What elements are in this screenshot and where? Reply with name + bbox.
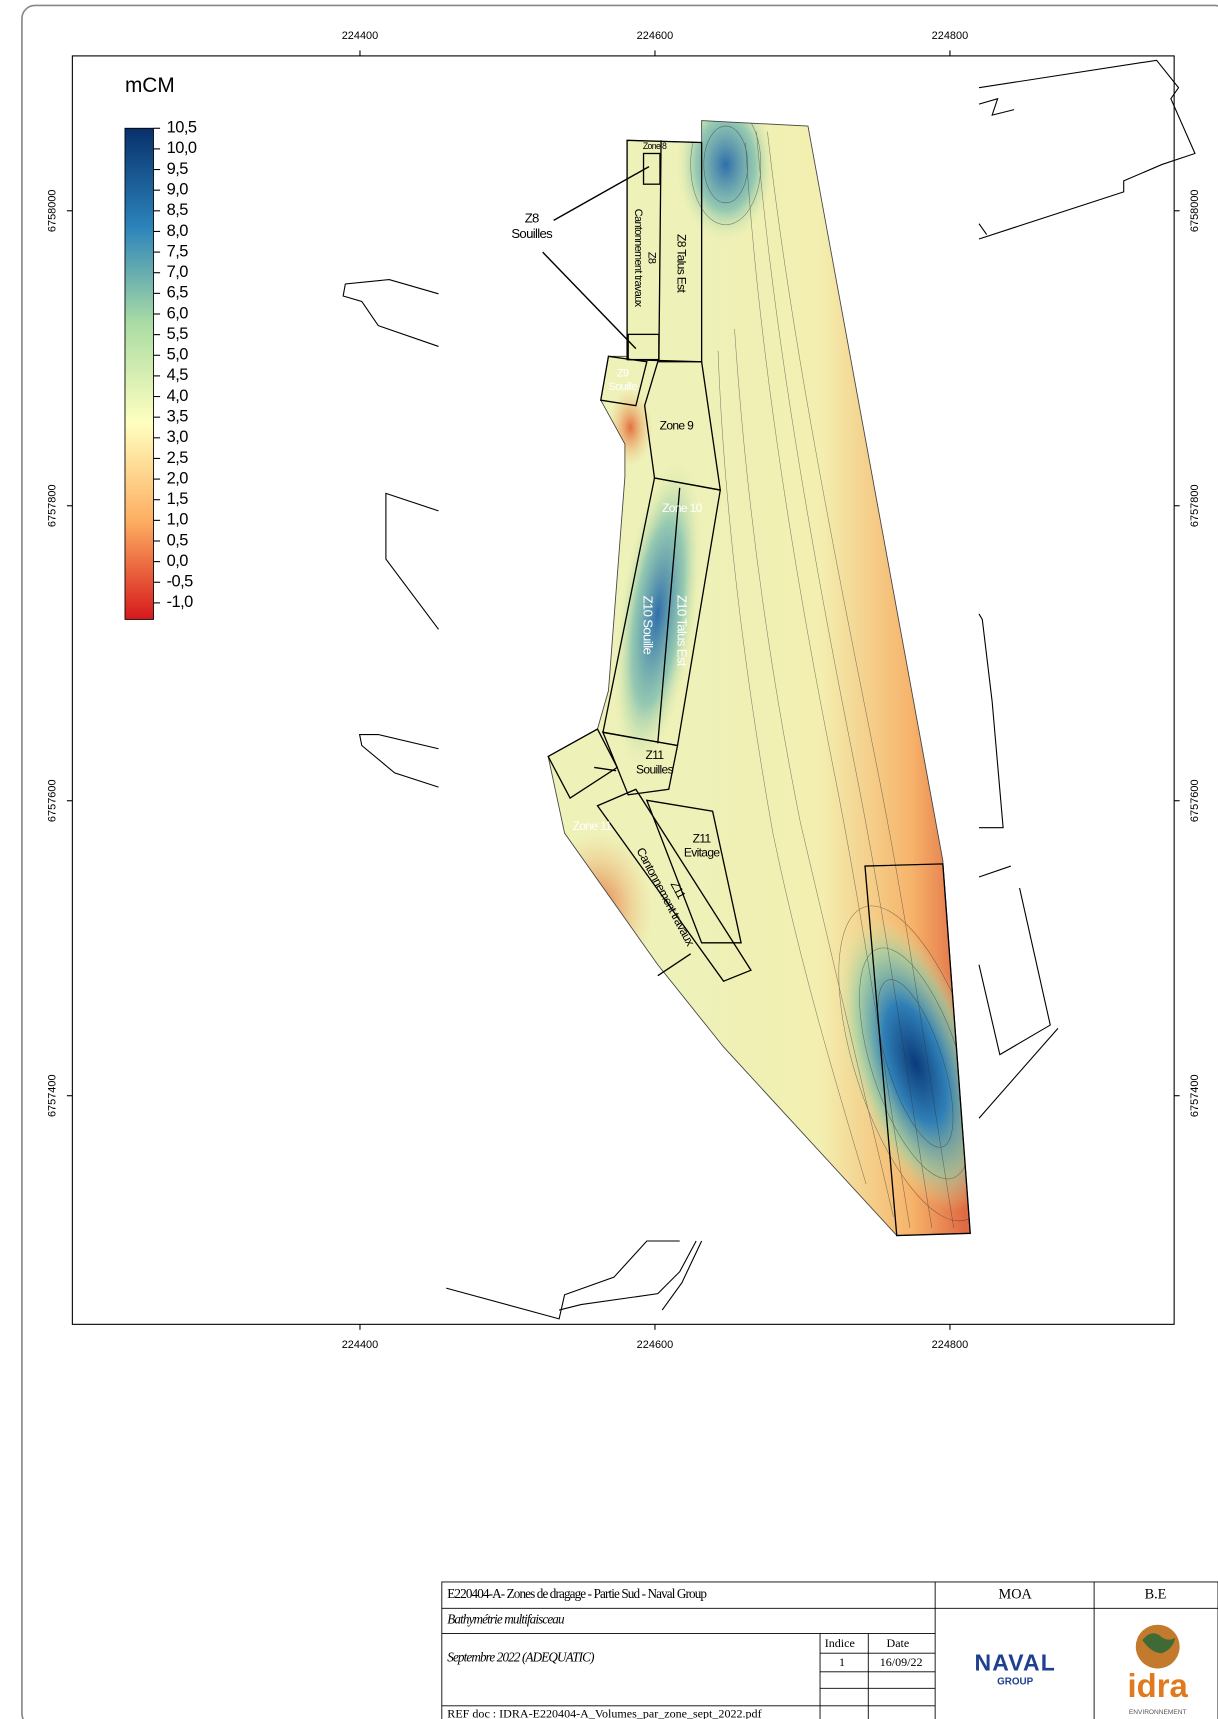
colorbar-label: 4,5: [167, 366, 189, 384]
subject: Bathymétrie multifaisceau: [447, 1611, 565, 1626]
x-tick-label-bottom: 224400: [342, 1339, 379, 1351]
zone-label: Souilles: [511, 226, 553, 241]
zone-label: Z10 Talus Est: [674, 595, 689, 667]
y-tick-label-right: 6757800: [1189, 484, 1201, 527]
y-tick-label-right: 6758000: [1189, 189, 1201, 232]
zone-label: Zone 10: [662, 501, 703, 515]
zone-label: Z10 Souille: [640, 596, 655, 655]
colorbar-label: 8,5: [167, 201, 189, 219]
colorbar: [125, 128, 154, 619]
x-tick-label-top: 224600: [637, 30, 674, 42]
y-tick-label-left: 6757400: [47, 1074, 59, 1117]
y-tick-label-left: 6757800: [47, 484, 59, 527]
zone-label: Z8: [645, 252, 657, 264]
zone-label: Z8: [525, 211, 539, 226]
y-tick-label-right: 6757400: [1189, 1074, 1201, 1117]
colorbar-label: -0,5: [167, 573, 194, 591]
colorbar-label: 6,5: [167, 284, 189, 302]
colorbar-label: 3,0: [167, 428, 189, 446]
x-tick-label-bottom: 224800: [932, 1339, 969, 1351]
colorbar-label: 5,5: [167, 325, 189, 343]
colorbar-label: 0,0: [167, 552, 189, 570]
moa-header: MOA: [999, 1586, 1033, 1602]
zone-label: Z11: [693, 831, 712, 845]
colorbar-label: 5,0: [167, 346, 189, 364]
y-tick-label-left: 6757600: [47, 779, 59, 822]
colorbar-label: 3,5: [167, 408, 189, 426]
colorbar-label: 9,0: [167, 181, 189, 199]
colorbar-unit: mCM: [125, 74, 175, 97]
colorbar-label: 4,0: [167, 387, 189, 405]
index-header: Indice: [825, 1636, 855, 1650]
zone-label: Zone 8: [643, 141, 667, 151]
zone-label: Souilles: [636, 762, 674, 776]
colorbar-label: 1,5: [167, 490, 189, 508]
colorbar-label: 2,0: [167, 469, 189, 487]
date: 16/09/22: [880, 1655, 923, 1669]
zone-label: Cantonnement travaux: [632, 209, 644, 308]
date-header: Date: [887, 1636, 910, 1650]
ref-doc: REF doc : IDRA-E220404-A_Volumes_par_zon…: [447, 1706, 762, 1719]
colorbar-label: 10,0: [167, 139, 197, 157]
sheet: E220404-A- Zones de dragage - Partie Sud…: [0, 0, 1218, 1719]
index: 1: [839, 1655, 845, 1669]
idra-logo: idra: [1128, 1667, 1189, 1704]
project-title: E220404-A- Zones de dragage - Partie Sud…: [447, 1586, 707, 1601]
zone-label: Z9: [617, 368, 629, 380]
y-tick-label-right: 6757600: [1189, 779, 1201, 822]
colorbar-label: 7,5: [167, 242, 189, 260]
zone-label: Souille: [609, 381, 638, 393]
colorbar-label: 9,5: [167, 160, 189, 178]
zone-label: Z8 Talus Est: [675, 234, 689, 293]
colorbar-label: 7,0: [167, 263, 189, 281]
colorbar-label: 6,0: [167, 304, 189, 322]
colorbar-label: 1,0: [167, 511, 189, 529]
idra-logo-sub: ENVIRONNEMENT: [1129, 1709, 1187, 1716]
be-header: B.E: [1145, 1586, 1167, 1602]
date-line: Septembre 2022 (ADEQUATIC): [447, 1650, 594, 1665]
naval-logo: NAVAL: [975, 1649, 1056, 1675]
colorbar-label: 10,5: [167, 119, 197, 137]
zone-label: Zone 9: [660, 419, 695, 433]
x-tick-label-top: 224800: [932, 30, 969, 42]
naval-logo-sub: GROUP: [997, 1676, 1034, 1687]
x-tick-label-top: 224400: [342, 30, 379, 42]
zone-label: Z11: [646, 748, 665, 762]
colorbar-label: 8,0: [167, 222, 189, 240]
zone-label: Zone 11: [573, 819, 613, 833]
x-tick-label-bottom: 224600: [637, 1339, 674, 1351]
colorbar-label: 2,5: [167, 449, 189, 467]
zone-label: Evitage: [684, 846, 721, 860]
colorbar-label: -1,0: [167, 593, 194, 611]
colorbar-label: 0,5: [167, 531, 189, 549]
page: { "map": { "unit": "mCM", "xlim": [22420…: [0, 0, 1218, 1719]
y-tick-label-left: 6758000: [47, 189, 59, 232]
